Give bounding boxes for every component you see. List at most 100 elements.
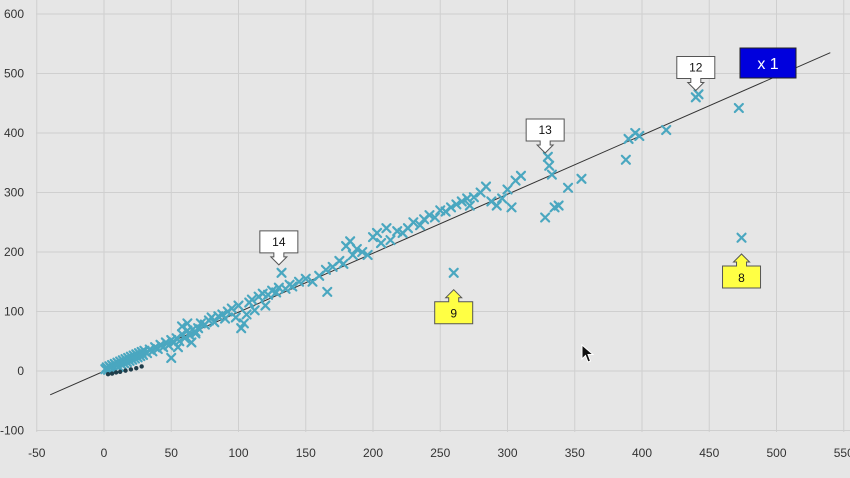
data-point: [186, 337, 197, 348]
data-point: [506, 202, 517, 213]
data-point: [480, 181, 492, 192]
data-point: [271, 287, 282, 298]
annotation-callout[interactable]: 9: [434, 288, 474, 325]
data-point: [634, 130, 645, 142]
data-point: [176, 321, 188, 332]
data-point: [562, 182, 574, 193]
data-point: [736, 232, 747, 243]
data-point: [226, 303, 237, 314]
tick-labels: -50 0 50 100 150 200 250 300 350 400 450 500 550 -100…: [0, 7, 850, 460]
data-point: [553, 200, 564, 211]
data-point: [362, 249, 373, 261]
x-tick-label: 0: [101, 446, 108, 460]
data-point: [546, 169, 557, 180]
data-point: [158, 342, 169, 353]
data-point: [163, 340, 174, 351]
data-point: [620, 154, 631, 165]
annotation-callout[interactable]: 13: [525, 118, 565, 154]
data-point: [287, 281, 298, 292]
x-tick-label: 150: [296, 446, 316, 460]
data-point: [233, 300, 244, 311]
annotation-label: 12: [689, 61, 703, 75]
data-point: [172, 342, 184, 353]
data-point: [375, 237, 387, 249]
annotations: 14 13 12 9 8: [259, 56, 762, 325]
data-point: [371, 227, 383, 239]
annotation-callout[interactable]: 12: [676, 56, 716, 92]
data-point: [661, 124, 672, 136]
x-tick-label: 200: [363, 446, 383, 460]
annotation-label: 14: [272, 235, 286, 249]
series-badge[interactable]: [739, 47, 797, 79]
y-tick-label: 300: [4, 186, 24, 200]
data-point: [448, 267, 459, 278]
data-point: [276, 267, 287, 278]
y-tick-label: 400: [4, 126, 24, 140]
data-point-dark: [109, 371, 115, 376]
data-point: [246, 294, 258, 305]
data-point: [497, 193, 508, 204]
data-point: [515, 170, 527, 181]
data-point-dark: [128, 367, 134, 372]
x-tick-label: 100: [228, 446, 248, 460]
data-point-dark: [134, 366, 139, 371]
data-point: [190, 326, 201, 337]
data-point: [293, 276, 305, 287]
data-point: [179, 333, 190, 344]
y-tick-label: 100: [4, 305, 24, 319]
series-badge-label: x 1: [757, 56, 778, 73]
data-point: [351, 243, 362, 255]
data-point: [260, 300, 271, 311]
annotation-label: 9: [450, 307, 457, 321]
data-point: [249, 305, 260, 316]
x-tick-label: 450: [699, 446, 719, 460]
data-point-dark: [117, 369, 123, 375]
x-tick-label: -50: [28, 446, 46, 460]
data-point: [429, 212, 440, 223]
data-point: [182, 318, 193, 329]
x-tick-label: 500: [766, 446, 786, 460]
y-tick-label: -100: [0, 424, 24, 438]
x-tick-label: 350: [565, 446, 585, 460]
data-point: [408, 217, 419, 228]
data-point: [385, 235, 396, 246]
data-point: [381, 223, 392, 234]
data-point: [456, 196, 467, 207]
data-point-dark: [139, 364, 144, 369]
data-point: [166, 352, 177, 364]
data-point: [238, 318, 249, 329]
data-point: [190, 328, 201, 339]
data-point: [491, 200, 502, 211]
data-point: [733, 102, 744, 114]
data-point: [230, 312, 241, 323]
data-point: [357, 246, 368, 258]
trend-line-group: [49, 52, 831, 396]
badge-group[interactable]: x 1: [739, 47, 797, 79]
data-point: [542, 151, 553, 162]
x-tick-label: 550: [834, 446, 850, 460]
y-tick-label: 500: [4, 67, 24, 81]
annotation-callout[interactable]: 8: [722, 253, 762, 289]
data-point: [338, 258, 349, 269]
data-point: [322, 286, 333, 297]
x-tick-label: 300: [497, 446, 517, 460]
data-point-dark: [113, 370, 119, 375]
y-tick-label: 0: [17, 364, 24, 378]
y-tick-label: 600: [4, 7, 24, 21]
data-point: [468, 192, 479, 203]
annotation-callout[interactable]: 14: [259, 230, 299, 266]
data-point: [544, 160, 555, 171]
data-point: [236, 323, 247, 334]
data-point: [502, 184, 513, 195]
x-tick-label: 50: [165, 446, 179, 460]
x-tick-label: 250: [430, 446, 450, 460]
data-point: [300, 273, 311, 284]
data-points: [100, 89, 747, 377]
data-point: [540, 212, 551, 223]
data-point-dark: [123, 368, 128, 373]
data-point: [347, 249, 358, 261]
data-point: [424, 210, 435, 221]
y-tick-label: 200: [4, 245, 24, 259]
